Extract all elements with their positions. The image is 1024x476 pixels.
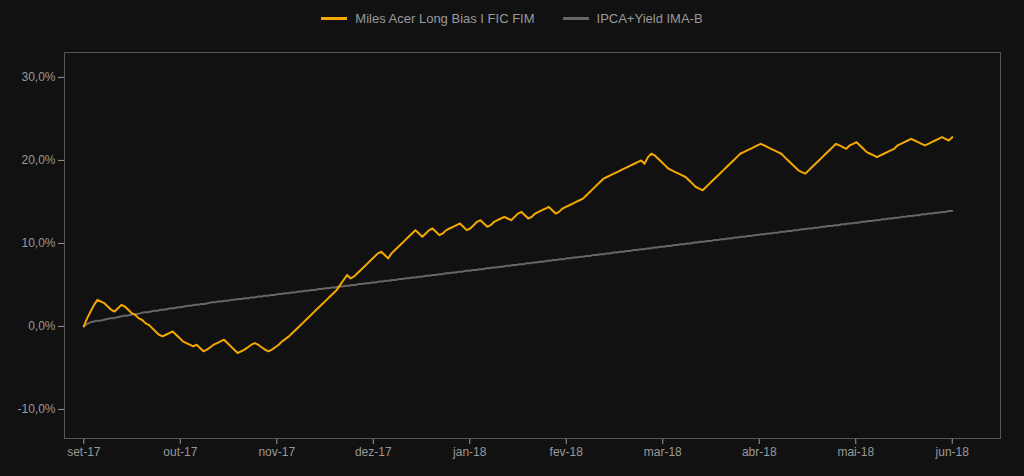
- svg-text:abr-18: abr-18: [742, 445, 777, 459]
- svg-text:-10,0%: -10,0%: [17, 402, 55, 416]
- svg-text:mar-18: mar-18: [644, 445, 682, 459]
- svg-text:mai-18: mai-18: [837, 445, 874, 459]
- svg-text:0,0%: 0,0%: [28, 319, 56, 333]
- svg-text:jun-18: jun-18: [935, 445, 970, 459]
- html-text:IPCA+Yield IMA-B: IPCA+Yield IMA-B: [596, 10, 703, 26]
- svg-text:nov-17: nov-17: [258, 445, 295, 459]
- svg-text:out-17: out-17: [163, 445, 197, 459]
- svg-text:20,0%: 20,0%: [21, 153, 55, 167]
- svg-text:set-17: set-17: [67, 445, 101, 459]
- svg-text:30,0%: 30,0%: [21, 70, 55, 84]
- svg-text:fev-18: fev-18: [550, 445, 584, 459]
- svg-text:10,0%: 10,0%: [21, 236, 55, 250]
- svg-text:dez-17: dez-17: [355, 445, 392, 459]
- html-text:Miles Acer Long Bias I FIC FIM: Miles Acer Long Bias I FIC FIM: [355, 10, 535, 26]
- svg-text:jan-18: jan-18: [452, 445, 487, 459]
